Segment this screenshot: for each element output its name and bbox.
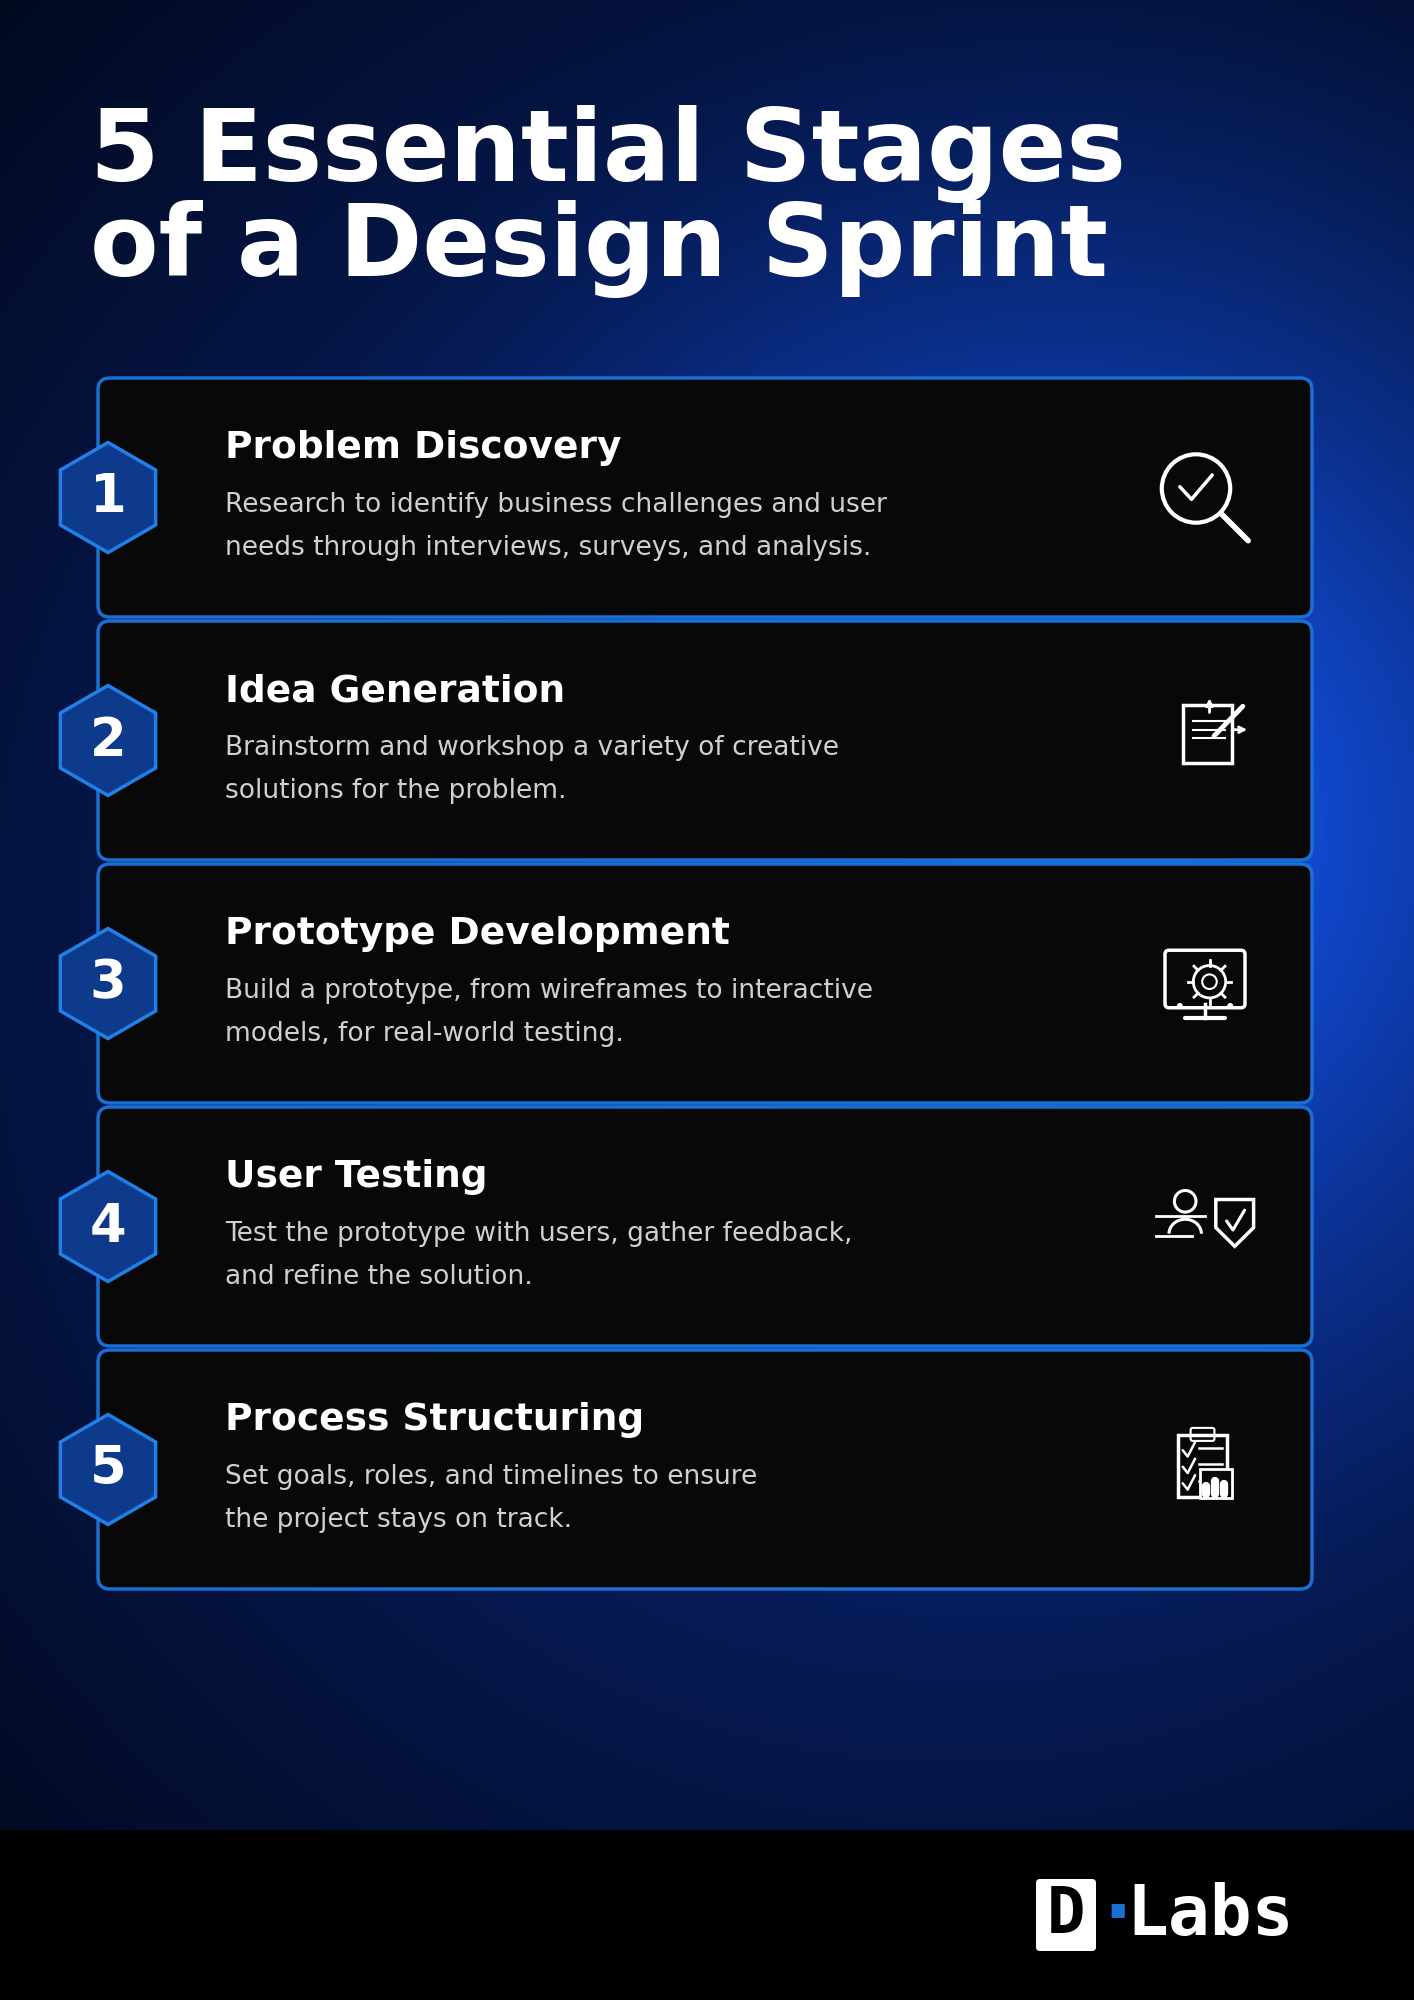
FancyBboxPatch shape: [98, 378, 1312, 616]
Text: and refine the solution.: and refine the solution.: [225, 1264, 533, 1290]
FancyBboxPatch shape: [98, 1108, 1312, 1346]
Text: Problem Discovery: Problem Discovery: [225, 430, 622, 466]
Polygon shape: [61, 928, 156, 1038]
Text: Build a prototype, from wireframes to interactive: Build a prototype, from wireframes to in…: [225, 978, 872, 1004]
Text: 2: 2: [89, 714, 126, 766]
Circle shape: [1227, 1004, 1233, 1008]
Text: models, for real-world testing.: models, for real-world testing.: [225, 1020, 624, 1048]
Text: needs through interviews, surveys, and analysis.: needs through interviews, surveys, and a…: [225, 534, 871, 560]
Text: the project stays on track.: the project stays on track.: [225, 1508, 573, 1532]
FancyBboxPatch shape: [1200, 1468, 1232, 1498]
Text: ·: ·: [1104, 1880, 1133, 1954]
Text: D: D: [1046, 1884, 1086, 1946]
Polygon shape: [61, 1414, 156, 1524]
FancyBboxPatch shape: [98, 864, 1312, 1104]
Text: 4: 4: [89, 1200, 126, 1252]
Text: solutions for the problem.: solutions for the problem.: [225, 778, 567, 804]
Text: Brainstorm and workshop a variety of creative: Brainstorm and workshop a variety of cre…: [225, 734, 839, 760]
Bar: [0, 1830, 1414, 2000]
Text: 5 Essential Stages: 5 Essential Stages: [90, 104, 1126, 204]
Text: Set goals, roles, and timelines to ensure: Set goals, roles, and timelines to ensur…: [225, 1464, 758, 1490]
FancyBboxPatch shape: [98, 1350, 1312, 1588]
Text: Idea Generation: Idea Generation: [225, 672, 566, 710]
Polygon shape: [61, 686, 156, 796]
Text: Research to identify business challenges and user: Research to identify business challenges…: [225, 492, 887, 518]
Text: 1: 1: [89, 472, 126, 524]
Text: Labs: Labs: [1126, 1882, 1294, 1948]
Text: 3: 3: [89, 958, 126, 1010]
Text: User Testing: User Testing: [225, 1160, 488, 1194]
Text: 5: 5: [89, 1444, 126, 1496]
Circle shape: [1176, 1004, 1182, 1008]
FancyBboxPatch shape: [98, 620, 1312, 860]
Polygon shape: [61, 442, 156, 552]
FancyBboxPatch shape: [1036, 1880, 1096, 1952]
Text: of a Design Sprint: of a Design Sprint: [90, 200, 1109, 298]
Text: Process Structuring: Process Structuring: [225, 1402, 645, 1438]
Text: Prototype Development: Prototype Development: [225, 916, 730, 952]
Polygon shape: [61, 1172, 156, 1282]
Text: Test the prototype with users, gather feedback,: Test the prototype with users, gather fe…: [225, 1220, 853, 1248]
